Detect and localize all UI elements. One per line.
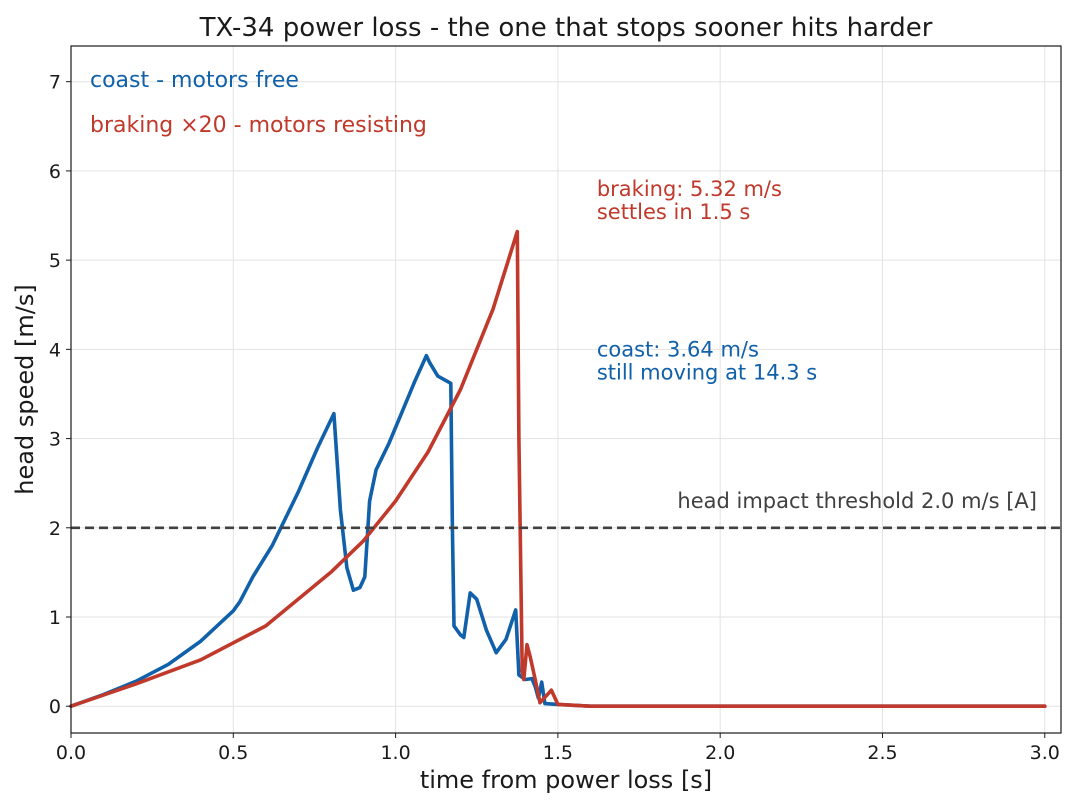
y-axis-label: head speed [m/s]	[11, 284, 39, 494]
annotation-text: settles in 1.5 s	[597, 200, 751, 224]
y-tick-label: 7	[49, 72, 61, 94]
grid	[70, 46, 1061, 733]
threshold: head impact threshold 2.0 m/s [A]	[71, 489, 1061, 530]
x-tick-label: 0.0	[56, 742, 86, 764]
x-axis-label: time from power loss [s]	[420, 766, 712, 794]
threshold-label: head impact threshold 2.0 m/s [A]	[677, 489, 1037, 513]
legend-entry: coast - motors free	[90, 68, 299, 93]
y-tick-label: 6	[49, 161, 61, 183]
x-tick-label: 1.5	[543, 742, 573, 764]
y-tick-label: 5	[49, 250, 61, 272]
series-line-braking	[69, 229, 1047, 708]
chart-title: TX-34 power loss - the one that stops so…	[199, 13, 933, 43]
x-axis-ticks: 0.0 0.5 1.0 1.5 2.0 2.5 3.0	[56, 733, 1060, 764]
x-tick-label: 3.0	[1030, 742, 1060, 764]
x-tick-label: 2.0	[705, 742, 735, 764]
x-tick-label: 1.0	[380, 742, 410, 764]
annotation-text: braking: 5.32 m/s	[597, 177, 782, 201]
y-axis-ticks: 0 1 2 3 4 5 6 7	[49, 72, 71, 718]
y-tick-label: 4	[49, 339, 61, 361]
y-tick-label: 1	[49, 607, 61, 629]
legend-entry: braking ×20 - motors resisting	[90, 113, 427, 138]
plot-lines	[69, 229, 1047, 708]
y-tick-label: 2	[49, 518, 61, 540]
legend: coast - motors free braking ×20 - motors …	[90, 68, 427, 138]
y-tick-label: 3	[49, 429, 61, 451]
y-tick-label: 0	[49, 696, 61, 718]
annotation-text: still moving at 14.3 s	[597, 360, 817, 384]
x-tick-label: 0.5	[218, 742, 248, 764]
plot-frame	[70, 45, 1062, 734]
annotation-text: coast: 3.64 m/s	[597, 337, 759, 361]
x-tick-label: 2.5	[867, 742, 897, 764]
